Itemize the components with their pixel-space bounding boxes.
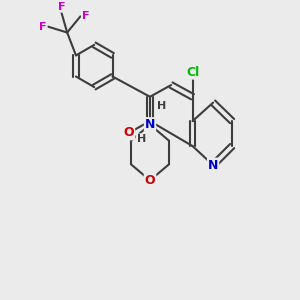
Text: N: N bbox=[208, 159, 218, 172]
Text: F: F bbox=[58, 2, 65, 12]
Text: H: H bbox=[136, 134, 146, 144]
Text: F: F bbox=[39, 22, 46, 32]
Text: Cl: Cl bbox=[186, 66, 199, 79]
Text: O: O bbox=[145, 174, 155, 187]
Text: H: H bbox=[157, 100, 167, 111]
Text: N: N bbox=[145, 118, 155, 131]
Text: F: F bbox=[82, 11, 89, 21]
Text: O: O bbox=[124, 126, 134, 140]
